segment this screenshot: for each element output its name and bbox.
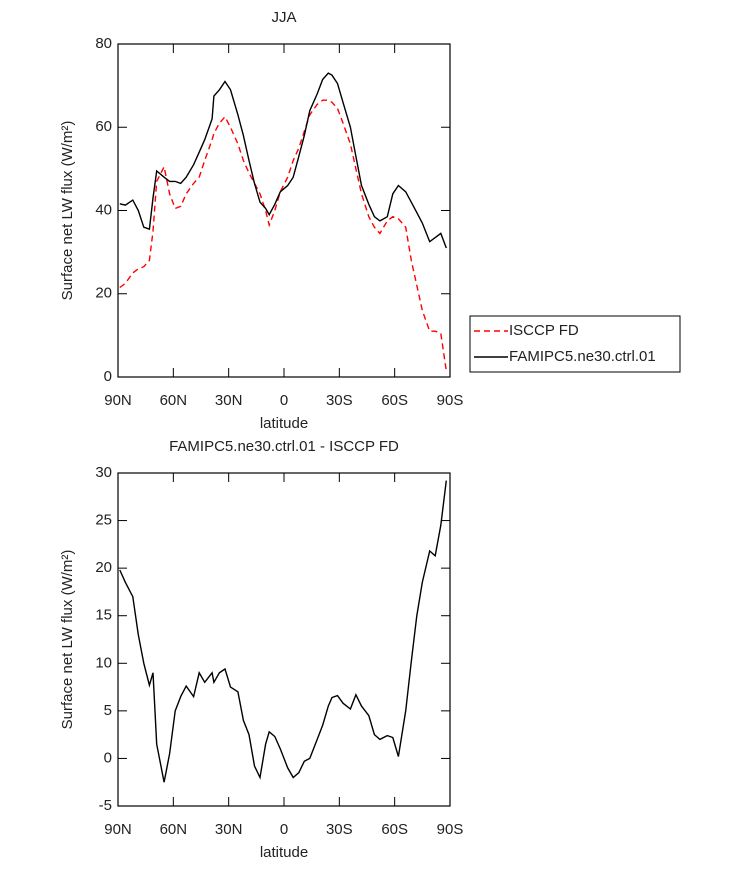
legend-label: FAMIPC5.ne30.ctrl.01 [509, 348, 656, 365]
y-tick-label: 60 [95, 118, 112, 135]
chart-title: JJA [271, 9, 296, 26]
x-tick-label: 0 [280, 821, 288, 838]
y-tick-label: -5 [99, 797, 112, 814]
x-tick-label: 30S [326, 392, 353, 409]
chart-title: FAMIPC5.ne30.ctrl.01 - ISCCP FD [169, 438, 399, 455]
x-tick-label: 90N [104, 821, 132, 838]
legend-label: ISCCP FD [509, 322, 579, 339]
plot-frame [117, 472, 451, 807]
x-axis-label: latitude [260, 415, 308, 432]
x-tick-label: 60N [160, 392, 188, 409]
y-tick-label: 40 [95, 201, 112, 218]
x-tick-label: 30N [215, 821, 243, 838]
plot-frame [117, 43, 451, 378]
x-tick-label: 30S [326, 821, 353, 838]
data-line [119, 72, 447, 249]
x-tick-label: 60S [381, 821, 408, 838]
data-line [119, 99, 447, 371]
y-tick-label: 80 [95, 35, 112, 52]
y-tick-label: 10 [95, 654, 112, 671]
y-tick-label: 0 [104, 368, 112, 385]
y-axis-label: Surface net LW flux (W/m²) [59, 550, 76, 730]
data-line [119, 480, 447, 783]
x-axis-label: latitude [260, 844, 308, 861]
y-tick-label: 20 [95, 285, 112, 302]
x-tick-label: 60N [160, 821, 188, 838]
y-tick-label: 25 [95, 512, 112, 529]
legend-box [469, 315, 681, 373]
x-tick-label: 90S [437, 821, 464, 838]
y-axis-label: Surface net LW flux (W/m²) [59, 121, 76, 301]
x-tick-label: 60S [381, 392, 408, 409]
y-tick-label: 0 [104, 749, 112, 766]
y-tick-label: 20 [95, 559, 112, 576]
y-tick-label: 5 [104, 702, 112, 719]
x-tick-label: 30N [215, 392, 243, 409]
y-tick-label: 30 [95, 464, 112, 481]
y-tick-label: 15 [95, 607, 112, 624]
x-tick-label: 90N [104, 392, 132, 409]
x-tick-label: 90S [437, 392, 464, 409]
x-tick-label: 0 [280, 392, 288, 409]
